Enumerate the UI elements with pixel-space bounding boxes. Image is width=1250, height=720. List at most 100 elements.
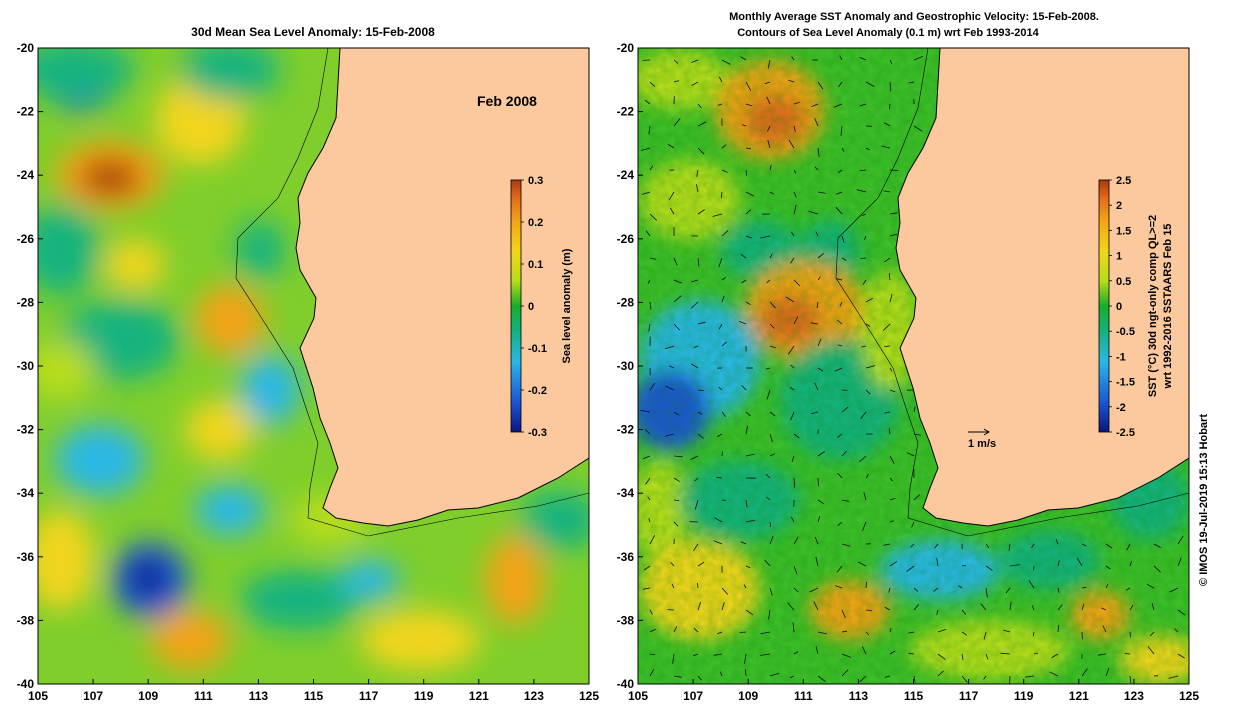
velocity-vector	[793, 204, 797, 215]
velocity-vector	[836, 565, 843, 573]
velocity-vector	[1153, 565, 1161, 573]
velocity-vector	[697, 103, 702, 109]
colorbar-tick-label: 0	[1116, 301, 1122, 313]
velocity-vector	[740, 253, 747, 259]
velocity-vector	[649, 609, 653, 615]
velocity-vector	[856, 189, 867, 193]
velocity-vector	[864, 235, 867, 240]
velocity-vector	[889, 455, 895, 464]
velocity-vector	[760, 653, 771, 656]
velocity-vector	[788, 345, 795, 355]
velocity-vector	[718, 257, 723, 268]
velocity-vector	[766, 389, 771, 400]
velocity-vector	[1057, 560, 1060, 567]
velocity-vector	[792, 622, 795, 633]
velocity-vector	[913, 406, 916, 413]
velocity-vector	[865, 581, 867, 589]
velocity-vector	[814, 118, 819, 127]
velocity-vector	[745, 519, 756, 523]
velocity-vector	[690, 363, 699, 369]
velocity-vector	[1025, 675, 1035, 678]
velocity-vector	[1169, 587, 1179, 593]
velocity-vector	[767, 59, 771, 69]
velocity-vector	[817, 516, 821, 523]
velocity-vector	[937, 653, 946, 660]
velocity-vector	[766, 367, 771, 370]
velocity-vector	[817, 477, 819, 487]
velocity-vector	[769, 535, 774, 545]
velocity-vector	[769, 301, 776, 309]
velocity-vector	[908, 631, 915, 634]
left-x-axis-ticks: 105 107 109 111 113 115 117 119 121 123 125	[28, 679, 599, 703]
credit-label: © IMOS 19-Jul-2019 15:13 Hobart	[1198, 414, 1210, 586]
velocity-vector	[1076, 557, 1083, 567]
velocity-vector	[961, 653, 964, 661]
velocity-vector	[720, 191, 723, 199]
velocity-vector	[714, 517, 723, 523]
velocity-vector	[745, 81, 752, 91]
velocity-vector	[934, 543, 939, 549]
colorbar-tick-label: -0.5	[1116, 326, 1135, 338]
colorbar-tick-label: -2.5	[1116, 427, 1135, 439]
velocity-vector	[837, 521, 843, 526]
velocity-vector	[744, 653, 747, 664]
velocity-vector	[835, 207, 843, 215]
x-tick-label: 105	[628, 689, 648, 703]
velocity-vector	[648, 125, 651, 135]
velocity-vector	[721, 276, 726, 281]
velocity-vector	[644, 429, 651, 435]
velocity-vector	[769, 673, 780, 677]
y-tick-label: -30	[617, 359, 635, 373]
velocity-vector	[745, 609, 754, 616]
velocity-vector	[859, 455, 867, 463]
velocity-vector	[673, 295, 682, 303]
velocity-vector	[1055, 539, 1059, 545]
sla-colorbar-ticks: 0.3 0.2 0.1 0 -0.1 -0.2 -0.3	[521, 175, 547, 439]
y-tick-label: -40	[617, 677, 635, 691]
velocity-vector	[809, 587, 819, 593]
velocity-vector	[1051, 653, 1059, 658]
colorbar-tick-label: -0.2	[528, 385, 547, 397]
velocity-vector	[983, 631, 987, 640]
velocity-vectors	[640, 55, 1186, 684]
velocity-vector	[913, 604, 920, 611]
velocity-vector	[745, 411, 751, 417]
velocity-vector	[815, 556, 819, 567]
y-tick-label: -30	[17, 359, 35, 373]
sst-colorbar-label-line1: SST (°C) 30d ngt-only comp QL>=2	[1147, 215, 1159, 397]
velocity-vector	[693, 345, 699, 348]
velocity-vector	[816, 301, 819, 309]
velocity-vector	[865, 81, 875, 87]
velocity-vector	[810, 411, 819, 415]
velocity-vector	[865, 297, 873, 303]
velocity-vector	[882, 323, 891, 331]
velocity-vector	[810, 322, 819, 325]
velocity-vector	[817, 191, 826, 194]
x-tick-label: 113	[249, 689, 269, 703]
y-tick-label: -26	[617, 232, 635, 246]
velocity-vector	[837, 433, 843, 438]
velocity-vector	[865, 473, 869, 479]
velocity-vector	[835, 585, 843, 589]
velocity-vector	[862, 521, 867, 531]
velocity-vector	[1081, 586, 1087, 589]
sst-colorbar: 2.5 2 1.5 1 0.5 0 -0.5 -1 -1.5 -2 -2.5 SST (°C) 30…	[1098, 175, 1174, 439]
velocity-vector	[840, 125, 843, 136]
velocity-vector	[693, 543, 699, 552]
velocity-vector	[694, 499, 699, 510]
velocity-vector	[906, 565, 915, 572]
velocity-vector	[883, 543, 891, 546]
x-tick-label: 121	[1069, 689, 1089, 703]
velocity-vector	[790, 411, 795, 421]
velocity-vector	[721, 411, 726, 418]
velocity-vector	[745, 103, 753, 107]
velocity-vector	[911, 521, 915, 528]
velocity-vector	[836, 191, 843, 195]
velocity-vector	[1177, 609, 1186, 616]
velocity-vector	[936, 609, 939, 615]
velocity-vector	[673, 80, 680, 83]
velocity-vector	[808, 210, 819, 215]
velocity-vector	[841, 406, 849, 413]
right-x-axis-ticks: 105 107 109 111 113 115 117 119 121 123 125	[628, 679, 1199, 703]
velocity-vector	[741, 385, 747, 391]
